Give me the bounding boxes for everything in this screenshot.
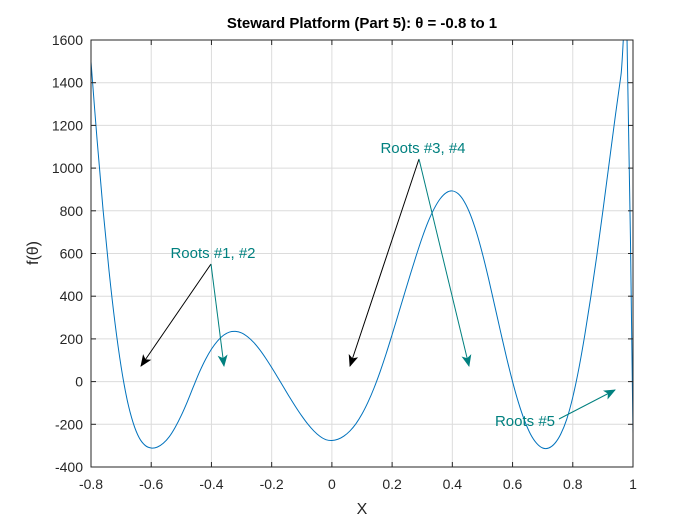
annotation-roots-1-2: Roots #1, #2 xyxy=(140,245,256,367)
y-tick-label: 0 xyxy=(75,374,83,390)
y-tick-label: 800 xyxy=(60,203,84,219)
y-tick-label: 600 xyxy=(60,246,84,262)
annotation-label-roots-3-4: Roots #3, #4 xyxy=(380,140,465,157)
y-tick-label: 1200 xyxy=(52,117,83,133)
x-tick-label: -0.4 xyxy=(199,476,223,492)
grid-lines xyxy=(91,40,633,467)
x-tick-label: -0.2 xyxy=(260,476,284,492)
x-tick-label: 0.6 xyxy=(503,476,523,492)
series-line xyxy=(91,40,633,450)
annotation-arrow-root-5 xyxy=(558,389,616,420)
y-tick-label: 1600 xyxy=(52,32,83,48)
annotation-label-roots-1-2: Roots #1, #2 xyxy=(170,245,255,262)
annotation-label-roots-5: Roots #5 xyxy=(495,413,555,430)
y-tick-label: 1400 xyxy=(52,75,83,91)
y-tick-label: -200 xyxy=(55,416,83,432)
x-axis-title: X xyxy=(357,501,368,518)
annotation-arrow-root-4 xyxy=(418,158,472,367)
x-tick-label: -0.6 xyxy=(139,476,163,492)
annotation-arrow-root-2 xyxy=(210,263,228,367)
y-tick-label: 400 xyxy=(60,288,84,304)
x-tick-label: 0 xyxy=(328,476,336,492)
y-tick-labels: -400 -200 0 200 400 600 800 1000 1200 1400 1600 xyxy=(52,32,83,475)
chart-title: Steward Platform (Part 5): θ = -0.8 to 1 xyxy=(227,15,497,32)
x-tick-labels: -0.8 -0.6 -0.4 -0.2 0 0.2 0.4 0.6 0.8 1 xyxy=(79,476,637,492)
annotation-roots-3-4: Roots #3, #4 xyxy=(348,140,472,367)
x-tick-label: 1 xyxy=(629,476,637,492)
y-axis-title: f(θ) xyxy=(25,241,42,265)
tick-marks xyxy=(90,39,634,468)
series-layer xyxy=(91,40,633,450)
x-tick-label: 0.2 xyxy=(382,476,402,492)
annotation-roots-5: Roots #5 xyxy=(495,389,616,430)
annotation-arrow-root-3 xyxy=(348,158,420,367)
x-tick-label: 0.4 xyxy=(443,476,463,492)
x-tick-label: 0.8 xyxy=(563,476,583,492)
y-tick-label: 1000 xyxy=(52,160,83,176)
x-tick-label: -0.8 xyxy=(79,476,103,492)
y-tick-label: -400 xyxy=(55,459,83,475)
y-tick-label: 200 xyxy=(60,331,84,347)
annotation-arrow-root-1 xyxy=(140,263,212,367)
